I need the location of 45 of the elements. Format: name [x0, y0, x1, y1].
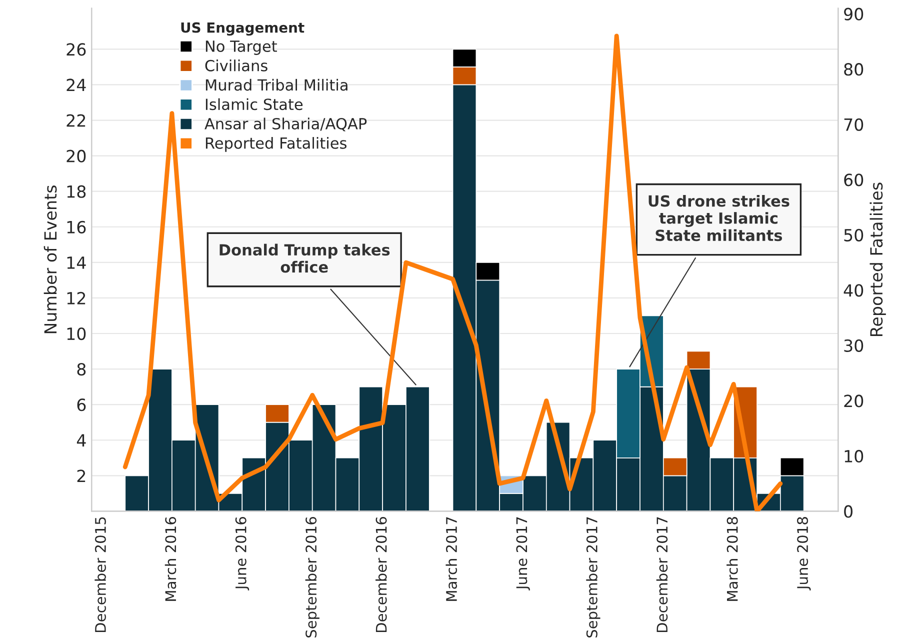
y2-tick-label: 70 — [844, 118, 864, 131]
y2-tick-label: 20 — [844, 394, 864, 408]
x-tick-label: June 2016 — [235, 516, 250, 590]
x-tick-label: September 2016 — [305, 516, 320, 638]
y-tick-label: 16 — [67, 220, 86, 234]
y2-tick-label: 90 — [844, 8, 864, 20]
legend-title: US Engagement — [181, 22, 304, 36]
x-tick-label: June 2018 — [797, 517, 811, 590]
y2-tick-label: 10 — [844, 450, 864, 463]
y2-tick-label: 60 — [844, 174, 864, 186]
legend-label: No Target — [206, 40, 277, 55]
y-tick-label: 6 — [77, 398, 86, 412]
y2-tick-label: 50 — [844, 228, 864, 242]
y-tick-label: 4 — [76, 434, 86, 446]
x-tick-label: December 2016 — [376, 516, 387, 632]
legend-label: Ansar al Sharia/AQAP — [204, 118, 367, 132]
y-axis-title: Number of Events — [44, 186, 57, 334]
y2-tick-label: 80 — [844, 63, 864, 76]
y-tick-label: 18 — [67, 185, 86, 198]
y-tick-label: 2 — [77, 470, 86, 482]
legend-label: Reported Fatalities — [206, 137, 346, 152]
legend-label: Civilians — [205, 60, 268, 72]
x-tick-label: December 2015 — [94, 517, 106, 632]
y-tick-label: 12 — [67, 292, 86, 304]
y-tick-label: 26 — [66, 43, 86, 56]
x-tick-label: December 2017 — [656, 517, 668, 632]
x-tick-label: September 2017 — [586, 517, 600, 638]
annotation: US drone strikes target Islamic State militants — [648, 194, 790, 242]
x-tick-label: March 2018 — [726, 517, 738, 601]
x-tick-label: March 2016 — [164, 516, 176, 601]
y-tick-label: 22 — [66, 114, 86, 127]
y-tick-label: 20 — [66, 150, 86, 162]
y-tick-label: 10 — [67, 327, 86, 340]
y-tick-label: 24 — [66, 78, 86, 92]
y2-tick-label: 30 — [844, 339, 864, 352]
y-tick-label: 8 — [77, 363, 86, 376]
x-tick-label: March 2017 — [446, 517, 458, 601]
x-tick-label: June 2017 — [516, 517, 530, 590]
annotation: Donald Trump takes office — [220, 244, 390, 273]
y2-tick-label: 40 — [844, 284, 864, 297]
y2-tick-label: 0 — [844, 505, 852, 518]
legend-label: Murad Tribal Militia — [206, 78, 348, 91]
y-tick-label: 14 — [67, 256, 86, 269]
y2-axis-title: Reported Fatalities — [870, 182, 886, 336]
legend-label: Islamic State — [206, 98, 303, 110]
